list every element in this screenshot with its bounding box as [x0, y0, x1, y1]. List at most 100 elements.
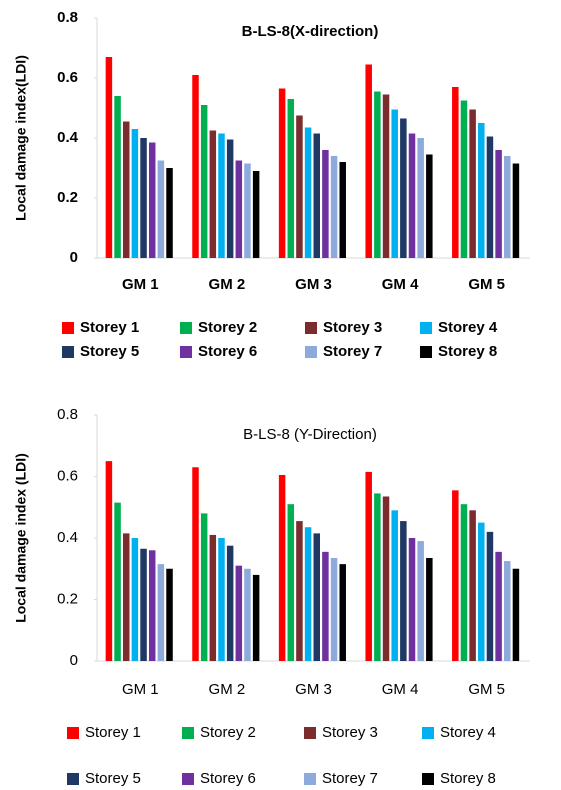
bar: [244, 163, 251, 258]
legend-swatch: [180, 346, 192, 358]
bar: [365, 64, 372, 258]
bar: [122, 533, 130, 661]
legend-label: Storey 3: [323, 319, 382, 336]
bar: [296, 521, 303, 661]
legend-label: Storey 2: [200, 724, 256, 741]
chart-title: B-LS-8 (Y-Direction): [243, 426, 377, 443]
bar: [512, 163, 520, 258]
bar: [114, 502, 121, 661]
x-tick-label: GM 3: [295, 681, 332, 698]
bar: [157, 160, 165, 258]
bar: [330, 557, 338, 661]
bar: [287, 504, 295, 661]
legend-label: Storey 8: [440, 770, 496, 787]
legend-label: Storey 8: [438, 343, 497, 360]
legend-label: Storey 6: [200, 770, 256, 787]
bar: [105, 461, 113, 661]
bar: [287, 99, 295, 258]
bar: [495, 150, 502, 258]
y-tick-label: 0.8: [57, 9, 78, 26]
bar: [304, 127, 312, 258]
bar: [469, 109, 476, 258]
bar: [452, 87, 459, 258]
bar: [469, 510, 476, 661]
bar: [218, 538, 225, 661]
bar: [200, 513, 208, 661]
y-tick-label: 0.4: [57, 529, 78, 546]
legend-label: Storey 5: [80, 343, 139, 360]
legend-label: Storey 6: [198, 343, 257, 360]
y-tick-label: 0: [70, 652, 78, 669]
legend-label: Storey 4: [440, 724, 496, 741]
legend-swatch: [304, 727, 316, 739]
chart-title: B-LS-8(X-direction): [242, 23, 379, 40]
bar: [504, 156, 511, 258]
legend-swatch: [182, 727, 194, 739]
x-tick-label: GM 4: [382, 681, 419, 698]
legend-label: Storey 5: [85, 770, 141, 787]
y-axis-label: Local damage index(LDI): [13, 55, 29, 221]
bar: [504, 561, 511, 661]
bar: [313, 133, 320, 258]
bar: [452, 490, 459, 661]
bar: [322, 551, 329, 661]
bar: [166, 568, 173, 661]
legend-swatch: [305, 346, 317, 358]
bar: [495, 551, 502, 661]
bar: [408, 133, 416, 258]
legend-swatch: [180, 322, 192, 334]
bar: [339, 564, 346, 661]
bar: [122, 121, 130, 258]
legend-label: Storey 1: [80, 319, 139, 336]
bar: [218, 133, 225, 258]
y-tick-label: 0.4: [57, 129, 79, 146]
bar: [313, 533, 320, 661]
bar: [400, 118, 407, 258]
legend-swatch: [62, 346, 74, 358]
bar: [131, 538, 139, 661]
bar: [200, 105, 208, 258]
x-tick-label: GM 5: [468, 681, 505, 698]
bar: [322, 150, 329, 258]
y-tick-label: 0: [70, 249, 78, 266]
bar: [226, 545, 234, 661]
legend-label: Storey 2: [198, 319, 257, 336]
chart-y: B-LS-8 (Y-Direction) Local damage index (…: [13, 406, 530, 787]
bar: [278, 474, 286, 661]
legend-label: Storey 3: [322, 724, 378, 741]
legend-label: Storey 7: [323, 343, 382, 360]
bar: [192, 467, 199, 661]
bar: [382, 94, 390, 258]
bar: [296, 115, 303, 258]
x-tick-label: GM 1: [122, 681, 159, 698]
y-tick-label: 0.8: [57, 406, 78, 423]
bar: [235, 565, 243, 661]
bar: [408, 538, 416, 661]
bar: [209, 130, 217, 258]
bar: [365, 471, 372, 661]
bar: [131, 129, 139, 258]
bar: [374, 493, 381, 661]
y-axis-label: Local damage index (LDI): [13, 453, 29, 623]
bar: [478, 123, 485, 258]
bar: [166, 168, 173, 258]
legend-label: Storey 4: [438, 319, 498, 336]
legend-swatch: [182, 773, 194, 785]
bar: [105, 57, 113, 258]
legend-label: Storey 7: [322, 770, 378, 787]
bar: [140, 138, 147, 258]
bar: [235, 160, 243, 258]
bar: [512, 568, 520, 661]
bar: [148, 550, 156, 661]
bar: [304, 527, 312, 661]
x-tick-label: GM 3: [295, 276, 332, 293]
bar: [486, 531, 494, 661]
bar: [339, 162, 346, 258]
y-tick-label: 0.2: [57, 590, 78, 607]
y-tick-label: 0.6: [57, 69, 78, 86]
bar: [486, 136, 494, 258]
bar: [192, 75, 199, 258]
legend-label: Storey 1: [85, 724, 141, 741]
bar: [391, 109, 398, 258]
bar: [148, 142, 156, 258]
